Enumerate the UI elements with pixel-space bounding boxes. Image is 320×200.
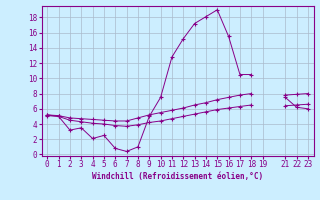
X-axis label: Windchill (Refroidissement éolien,°C): Windchill (Refroidissement éolien,°C) bbox=[92, 172, 263, 181]
